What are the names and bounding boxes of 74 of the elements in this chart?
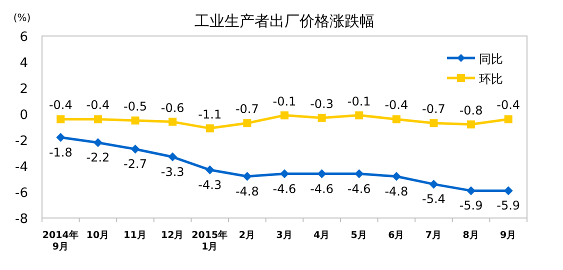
point: [206, 124, 214, 132]
point: [168, 118, 177, 126]
y-tick-label: -4: [15, 160, 28, 175]
x-tick-label: 10月: [86, 230, 110, 241]
x-tick-label: 4月: [313, 230, 330, 241]
legend-label: 环比: [479, 72, 503, 86]
y-axis-title: (%): [13, 13, 31, 24]
point: [56, 115, 65, 124]
data-label: -0.7: [422, 102, 446, 116]
data-label: -0.5: [124, 100, 147, 114]
data-label: -4.6: [272, 182, 296, 196]
point: [280, 169, 289, 178]
data-label: -0.4: [86, 98, 110, 112]
point: [467, 120, 476, 128]
x-tick-label: 8月: [462, 230, 480, 241]
point: [243, 119, 252, 128]
data-label: -4.3: [198, 178, 222, 192]
y-tick-label: -2: [15, 134, 28, 149]
x-tick-label: 5月: [350, 230, 368, 241]
point: [355, 111, 364, 120]
x-tick-label: 7月: [425, 230, 442, 241]
data-label: -0.4: [48, 98, 72, 112]
data-label: -2.7: [124, 157, 147, 172]
data-label: -0.4: [384, 98, 408, 112]
y-tick-label: 6: [20, 30, 28, 45]
point: [318, 114, 326, 122]
legend-label: 同比: [479, 52, 503, 66]
data-label: -4.6: [310, 182, 334, 196]
data-label: -1.1: [198, 107, 222, 122]
data-label: -1.8: [48, 145, 72, 160]
point: [130, 144, 140, 154]
data-label: -5.9: [496, 198, 520, 213]
data-label: -0.4: [496, 98, 520, 112]
point: [354, 169, 364, 178]
point: [205, 165, 214, 174]
data-label: -0.3: [310, 96, 334, 111]
point: [280, 111, 288, 120]
y-tick-label: -6: [15, 186, 28, 201]
x-tick-label: 12月: [160, 230, 184, 241]
x-tick-label: 2月: [238, 230, 256, 241]
point: [504, 115, 512, 124]
point: [430, 119, 438, 128]
data-label: -0.7: [235, 102, 259, 116]
y-tick-label: -8: [15, 212, 28, 227]
point: [429, 180, 438, 189]
point: [392, 172, 401, 181]
data-label: -5.9: [459, 198, 483, 213]
data-label: -0.6: [160, 100, 184, 115]
point: [131, 116, 140, 124]
point: [94, 115, 102, 124]
data-label: -5.4: [422, 192, 446, 206]
x-tick-label: 2015年 1月: [192, 229, 228, 252]
x-tick-label: 3月: [276, 230, 293, 241]
data-label: -0.1: [347, 94, 371, 108]
y-tick-label: 4: [20, 56, 28, 71]
point: [93, 138, 102, 148]
x-tick-label: 2014年 9月: [42, 229, 79, 252]
point: [392, 115, 400, 124]
y-tick-label: 0: [20, 108, 28, 123]
data-label: -2.2: [86, 150, 110, 165]
data-label: -3.3: [160, 164, 184, 179]
point: [56, 132, 66, 142]
data-label: -4.8: [235, 184, 259, 198]
x-tick-label: 6月: [388, 230, 405, 241]
point: [168, 152, 178, 162]
data-label: -0.1: [272, 94, 296, 108]
x-tick-label: 11月: [124, 230, 147, 241]
data-label: -4.6: [347, 182, 371, 196]
data-label: -0.8: [459, 103, 483, 118]
y-tick-label: 2: [20, 82, 28, 97]
chart-title: 工业生产者出厂价格涨跌幅: [194, 12, 374, 30]
x-tick-label: 9月: [500, 230, 517, 241]
point: [242, 172, 252, 181]
data-label: -4.8: [384, 184, 408, 198]
